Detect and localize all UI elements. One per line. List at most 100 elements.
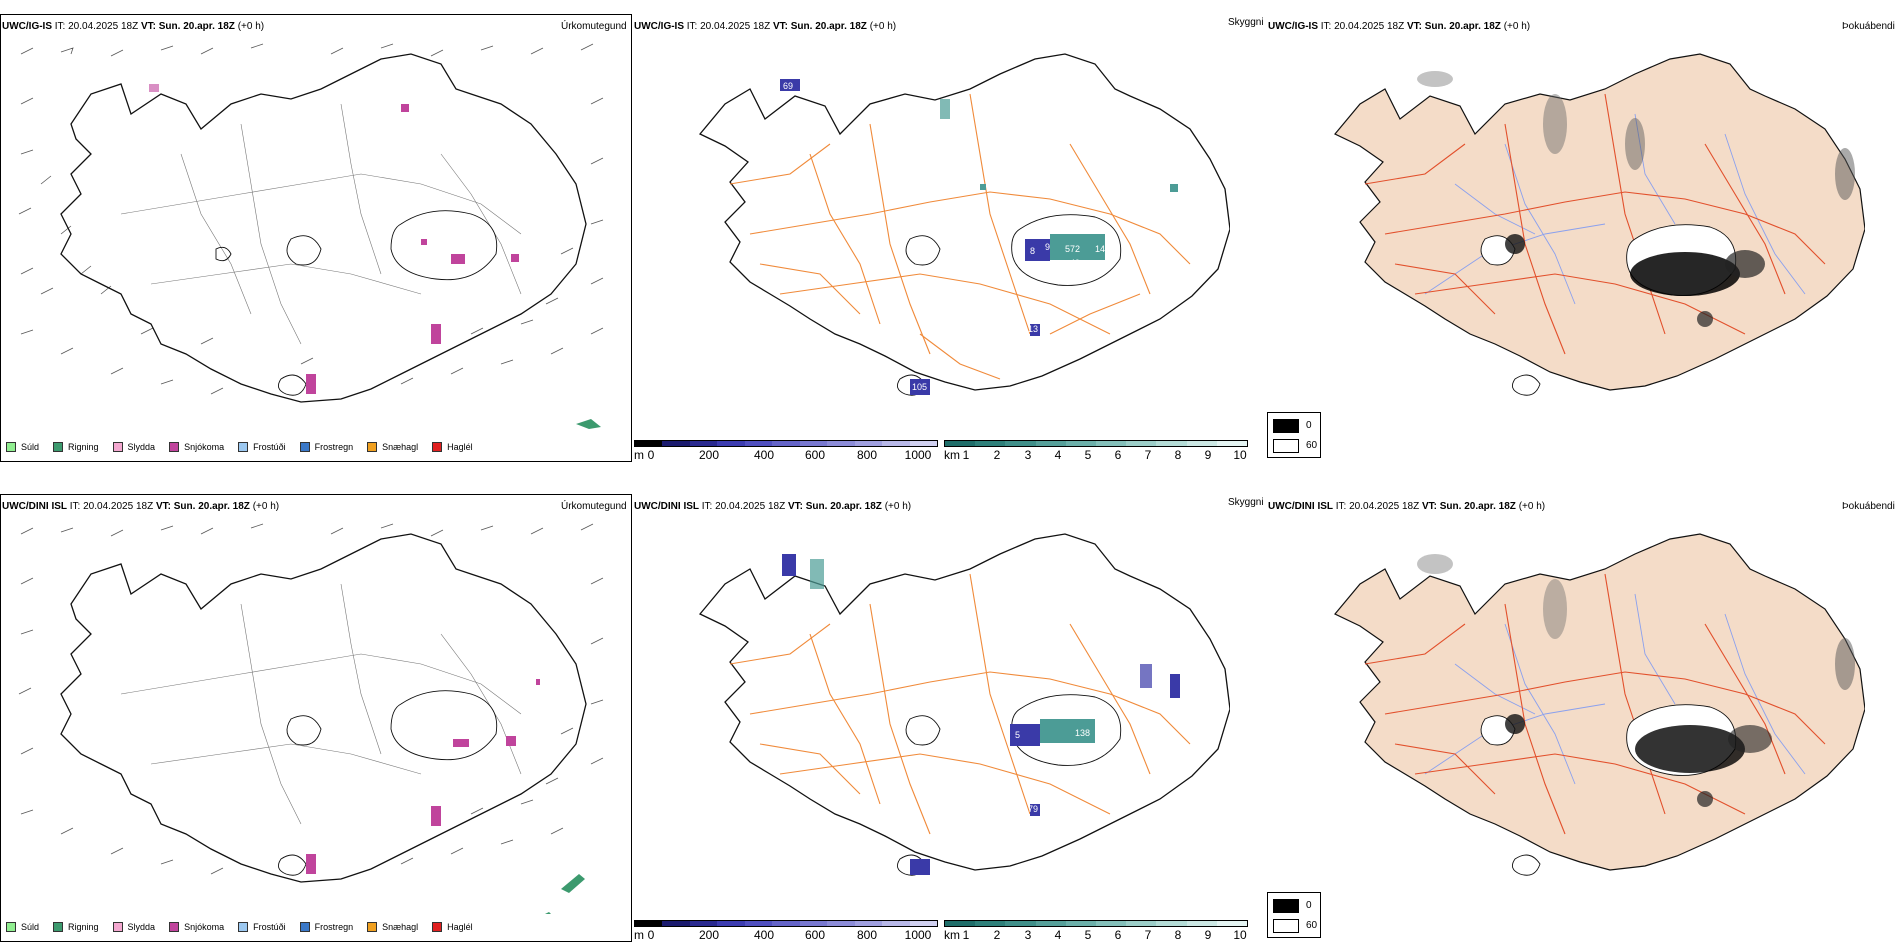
valid-prefix: VT: <box>1406 21 1422 32</box>
value-label: 105 <box>912 382 927 392</box>
ceiling-tick: 0 <box>647 928 655 942</box>
roads <box>729 573 1191 835</box>
ceiling-tick: 400 <box>753 448 775 462</box>
ceiling-tick: 600 <box>804 448 826 462</box>
legend-item: Rigning <box>53 922 99 932</box>
panel-header: UWC/IG-IS IT: 20.04.2025 18Z VT: Sun. 20… <box>1268 21 1530 32</box>
legend-label: Snjókoma <box>184 922 225 932</box>
fog-legend: 0 60 <box>1267 412 1321 458</box>
legend-item: Haglél <box>432 922 473 932</box>
fog-swatch-light <box>1273 439 1299 453</box>
fog-patches <box>1417 71 1855 327</box>
map-value-labels: 69 8 9 572 146 49 13 105 <box>783 81 1110 392</box>
lead-time: (+0 h) <box>237 21 265 32</box>
legend-item: Slydda <box>112 922 155 932</box>
legend-swatch <box>238 442 249 452</box>
visibility-tick: 5 <box>1084 928 1092 942</box>
panel-title-precip: Úrkomutegund <box>561 21 627 32</box>
fog-patches <box>1417 554 1855 807</box>
precip-type-panel <box>0 14 632 462</box>
legend-item: Súld <box>6 922 39 932</box>
model-name: UWC/DINI ISL <box>1268 501 1333 512</box>
wind-barbs <box>18 43 604 395</box>
legend-item: Snæhagl <box>367 922 418 932</box>
fog-label: 60 <box>1306 440 1318 451</box>
visibility-tick: 10 <box>1233 448 1247 462</box>
legend-swatch <box>367 442 378 452</box>
panel-title-fog: Þokuábendi <box>1842 501 1895 512</box>
init-time: IT: 20.04.2025 18Z <box>54 21 139 32</box>
visibility-colorbar <box>944 440 1248 447</box>
visibility-tick: 2 <box>993 928 1001 942</box>
panel-title-cloud: Skyggni <box>1228 17 1264 28</box>
visibility-tick: 5 <box>1084 448 1092 462</box>
legend-label: Súld <box>21 442 40 452</box>
value-label: 49 <box>1070 258 1080 268</box>
fog-map <box>1334 53 1865 396</box>
valid-prefix: VT: <box>787 501 803 512</box>
legend-item: Frostregn <box>299 442 354 452</box>
visibility-unit: km <box>944 448 960 462</box>
ceiling-unit: m <box>634 928 644 942</box>
ceiling-tick: 1000 <box>904 928 932 942</box>
ceiling-colorbar <box>634 440 938 447</box>
visibility-tick: 4 <box>1054 928 1062 942</box>
low-ceiling-patches <box>780 79 1178 395</box>
visibility-tick: 6 <box>1114 928 1122 942</box>
ceiling-tick: 200 <box>698 928 720 942</box>
lead-time: (+0 h) <box>884 501 912 512</box>
ceiling-tick: 800 <box>856 928 878 942</box>
model-name: UWC/IG-IS <box>2 21 52 32</box>
model-name: UWC/DINI ISL <box>634 501 699 512</box>
model-name: UWC/IG-IS <box>634 21 684 32</box>
panel-header: UWC/DINI ISL IT: 20.04.2025 18Z VT: Sun.… <box>634 501 911 512</box>
legend-swatch <box>53 442 64 452</box>
legend-label: Frostregn <box>314 442 354 452</box>
value-label: 146 <box>1095 244 1110 254</box>
legend-label: Rigning <box>68 442 99 452</box>
valid-time: Sun. 20.apr. 18Z <box>1424 21 1501 32</box>
legend-item: Snæhagl <box>367 442 418 452</box>
legend-label: Haglél <box>447 442 473 452</box>
valid-prefix: VT: <box>140 21 156 32</box>
legend-swatch <box>112 442 123 452</box>
ceiling-tick: 800 <box>856 448 878 462</box>
visibility-tick: 6 <box>1114 448 1122 462</box>
legend-item: Frostregn <box>299 922 354 932</box>
rain-patch <box>576 419 601 429</box>
legend-swatch <box>169 442 180 452</box>
visibility-tick: 7 <box>1144 928 1152 942</box>
precip-map <box>18 523 604 914</box>
lead-time: (+0 h) <box>869 21 897 32</box>
legend-swatch <box>238 922 249 932</box>
panel-header: UWC/IG-IS IT: 20.04.2025 18Z VT: Sun. 20… <box>2 21 264 32</box>
visibility-tick: 1 <box>962 448 970 462</box>
value-label: 9 <box>1045 242 1050 252</box>
legend-label: Snæhagl <box>382 922 419 932</box>
visibility-map: 5 138 79 <box>698 533 1230 876</box>
lead-time: (+0 h) <box>1503 21 1531 32</box>
snow-patches <box>149 84 519 394</box>
row-1: UWC/IG-IS IT: 20.04.2025 18Z VT: Sun. 20… <box>0 0 1900 470</box>
visibility-unit: km <box>944 928 960 942</box>
legend-item: Snjókoma <box>169 922 224 932</box>
legend-label: Frostúði <box>253 442 286 452</box>
ceiling-unit: m <box>634 448 644 462</box>
ceiling-tick: 0 <box>647 448 655 462</box>
fog-label: 0 <box>1306 900 1312 911</box>
value-label: 572 <box>1065 244 1080 254</box>
visibility-tick: 8 <box>1174 928 1182 942</box>
value-label: 79 <box>1028 804 1038 814</box>
legend-item: Slydda <box>112 442 155 452</box>
visibility-tick: 10 <box>1233 928 1247 942</box>
rain-patches <box>545 874 585 914</box>
glaciers <box>277 690 498 876</box>
init-time: IT: 20.04.2025 18Z <box>1335 501 1420 512</box>
model-name: UWC/DINI ISL <box>2 501 67 512</box>
legend-label: Súld <box>21 922 40 932</box>
legend-label: Frostregn <box>314 922 354 932</box>
legend-swatch <box>169 922 180 932</box>
value-label: 5 <box>1015 730 1020 740</box>
init-time: IT: 20.04.2025 18Z <box>686 21 771 32</box>
fog-swatch-dark <box>1273 899 1299 913</box>
